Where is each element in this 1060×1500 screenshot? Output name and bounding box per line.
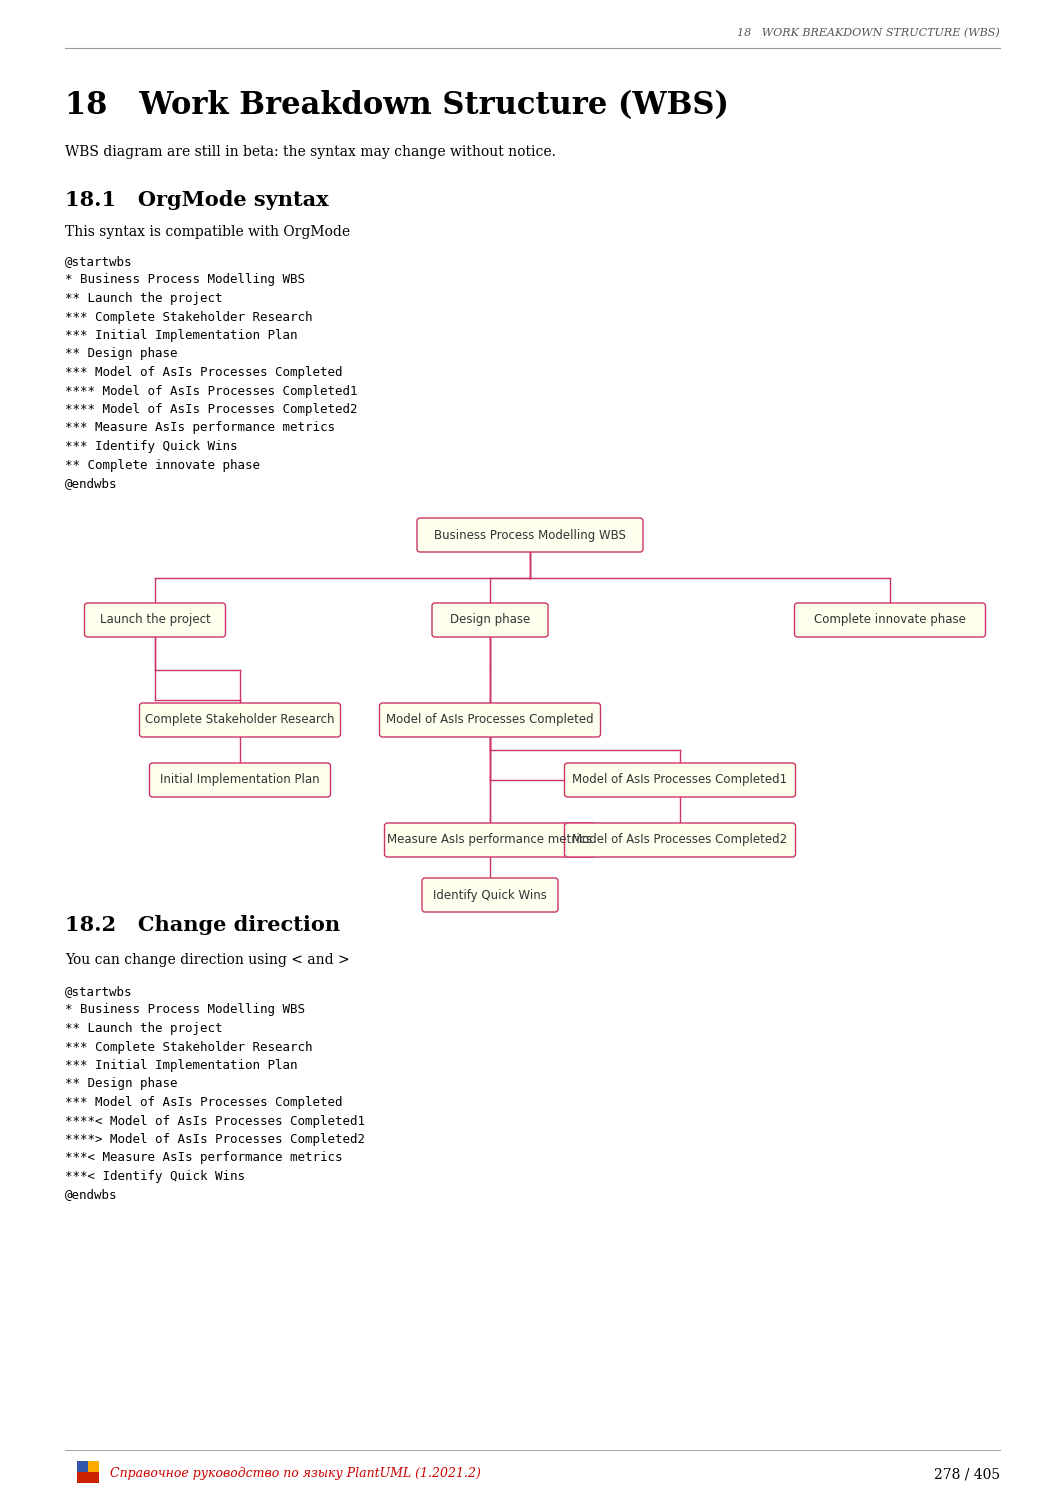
Text: WBS diagram are still in beta: the syntax may change without notice.: WBS diagram are still in beta: the synta… xyxy=(65,146,555,159)
Text: Identify Quick Wins: Identify Quick Wins xyxy=(434,888,547,902)
Text: Measure AsIs performance metrics: Measure AsIs performance metrics xyxy=(388,834,593,846)
Bar xyxy=(77,1461,88,1472)
Text: ** Design phase: ** Design phase xyxy=(65,348,177,360)
Text: 18.1   OrgMode syntax: 18.1 OrgMode syntax xyxy=(65,190,329,210)
Text: 18.2   Change direction: 18.2 Change direction xyxy=(65,915,340,934)
Text: @startwbs: @startwbs xyxy=(65,986,132,998)
Text: **** Model of AsIs Processes Completed1: **** Model of AsIs Processes Completed1 xyxy=(65,384,357,398)
Text: * Business Process Modelling WBS: * Business Process Modelling WBS xyxy=(65,273,305,286)
Text: Complete Stakeholder Research: Complete Stakeholder Research xyxy=(145,714,335,726)
FancyBboxPatch shape xyxy=(565,764,795,796)
Text: Initial Implementation Plan: Initial Implementation Plan xyxy=(160,774,320,786)
Text: ** Launch the project: ** Launch the project xyxy=(65,292,223,304)
FancyBboxPatch shape xyxy=(432,603,548,638)
Text: *** Complete Stakeholder Research: *** Complete Stakeholder Research xyxy=(65,1041,313,1053)
Text: Design phase: Design phase xyxy=(449,614,530,627)
FancyBboxPatch shape xyxy=(149,764,331,796)
Text: Справочное руководство по языку PlantUML (1.2021.2): Справочное руководство по языку PlantUML… xyxy=(110,1467,481,1480)
Text: ** Launch the project: ** Launch the project xyxy=(65,1022,223,1035)
FancyBboxPatch shape xyxy=(379,704,601,736)
Text: *** Model of AsIs Processes Completed: *** Model of AsIs Processes Completed xyxy=(65,366,342,380)
Text: *** Initial Implementation Plan: *** Initial Implementation Plan xyxy=(65,1059,298,1072)
FancyBboxPatch shape xyxy=(795,603,986,638)
Text: **** Model of AsIs Processes Completed2: **** Model of AsIs Processes Completed2 xyxy=(65,404,357,416)
Text: *** Model of AsIs Processes Completed: *** Model of AsIs Processes Completed xyxy=(65,1096,342,1108)
Text: @endwbs: @endwbs xyxy=(65,477,118,490)
FancyBboxPatch shape xyxy=(417,518,643,552)
Text: *** Identify Quick Wins: *** Identify Quick Wins xyxy=(65,440,237,453)
Text: ** Design phase: ** Design phase xyxy=(65,1077,177,1090)
Text: * Business Process Modelling WBS: * Business Process Modelling WBS xyxy=(65,1004,305,1017)
Text: Launch the project: Launch the project xyxy=(100,614,210,627)
Text: @startwbs: @startwbs xyxy=(65,255,132,268)
FancyBboxPatch shape xyxy=(385,824,596,856)
Text: ***< Identify Quick Wins: ***< Identify Quick Wins xyxy=(65,1170,245,1184)
Text: You can change direction using < and >: You can change direction using < and > xyxy=(65,952,350,968)
Text: ** Complete innovate phase: ** Complete innovate phase xyxy=(65,459,260,471)
Text: Business Process Modelling WBS: Business Process Modelling WBS xyxy=(434,528,626,542)
Text: 18   Work Breakdown Structure (WBS): 18 Work Breakdown Structure (WBS) xyxy=(65,90,729,122)
Text: ****< Model of AsIs Processes Completed1: ****< Model of AsIs Processes Completed1 xyxy=(65,1114,365,1128)
Text: Complete innovate phase: Complete innovate phase xyxy=(814,614,966,627)
Bar xyxy=(88,1461,99,1472)
Text: Model of AsIs Processes Completed2: Model of AsIs Processes Completed2 xyxy=(572,834,788,846)
Text: @endwbs: @endwbs xyxy=(65,1188,118,1202)
Text: 18   WORK BREAKDOWN STRUCTURE (WBS): 18 WORK BREAKDOWN STRUCTURE (WBS) xyxy=(738,27,1000,38)
FancyBboxPatch shape xyxy=(565,824,795,856)
Text: *** Measure AsIs performance metrics: *** Measure AsIs performance metrics xyxy=(65,422,335,435)
Text: This syntax is compatible with OrgMode: This syntax is compatible with OrgMode xyxy=(65,225,350,238)
FancyBboxPatch shape xyxy=(140,704,340,736)
Text: *** Complete Stakeholder Research: *** Complete Stakeholder Research xyxy=(65,310,313,324)
Text: *** Initial Implementation Plan: *** Initial Implementation Plan xyxy=(65,328,298,342)
Text: Model of AsIs Processes Completed: Model of AsIs Processes Completed xyxy=(386,714,594,726)
Text: ***< Measure AsIs performance metrics: ***< Measure AsIs performance metrics xyxy=(65,1152,342,1164)
FancyBboxPatch shape xyxy=(422,878,558,912)
FancyBboxPatch shape xyxy=(85,603,226,638)
Text: 278 / 405: 278 / 405 xyxy=(934,1467,1000,1480)
Text: ****> Model of AsIs Processes Completed2: ****> Model of AsIs Processes Completed2 xyxy=(65,1132,365,1146)
Text: Model of AsIs Processes Completed1: Model of AsIs Processes Completed1 xyxy=(572,774,788,786)
Bar xyxy=(77,1472,99,1484)
